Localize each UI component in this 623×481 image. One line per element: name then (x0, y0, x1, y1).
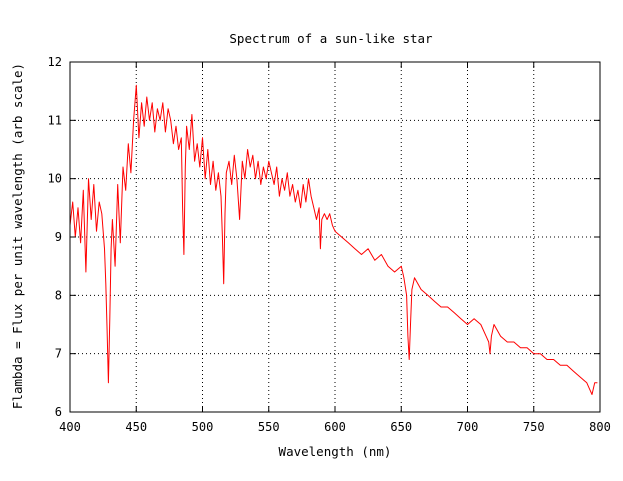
y-tick-label: 12 (48, 55, 62, 69)
y-tick-label: 7 (55, 347, 62, 361)
x-tick-labels: 400 450 500 550 600 650 700 750 800 (59, 420, 611, 434)
y-tick-label: 8 (55, 288, 62, 302)
y-tick-label: 10 (48, 172, 62, 186)
y-tick-label: 6 (55, 405, 62, 419)
x-tick-label: 700 (457, 420, 479, 434)
y-tick-labels: 6 7 8 9 10 11 12 (48, 55, 62, 419)
x-tick-label: 750 (523, 420, 545, 434)
axis-ticks (69, 61, 601, 413)
x-tick-label: 600 (324, 420, 346, 434)
series-line (69, 84, 598, 395)
y-axis-label: Flambda = Flux per unit wavelength (arb … (10, 63, 25, 409)
x-axis-label: Wavelength (nm) (279, 444, 392, 459)
x-tick-label: 450 (125, 420, 147, 434)
x-tick-label: 550 (258, 420, 280, 434)
x-tick-label: 400 (59, 420, 81, 434)
x-tick-label: 500 (192, 420, 214, 434)
y-tick-label: 11 (48, 113, 62, 127)
y-tick-label: 9 (55, 230, 62, 244)
x-tick-label: 650 (390, 420, 412, 434)
grid-lines (70, 62, 600, 412)
chart-title: Spectrum of a sun-like star (229, 31, 433, 46)
x-tick-label: 800 (589, 420, 611, 434)
